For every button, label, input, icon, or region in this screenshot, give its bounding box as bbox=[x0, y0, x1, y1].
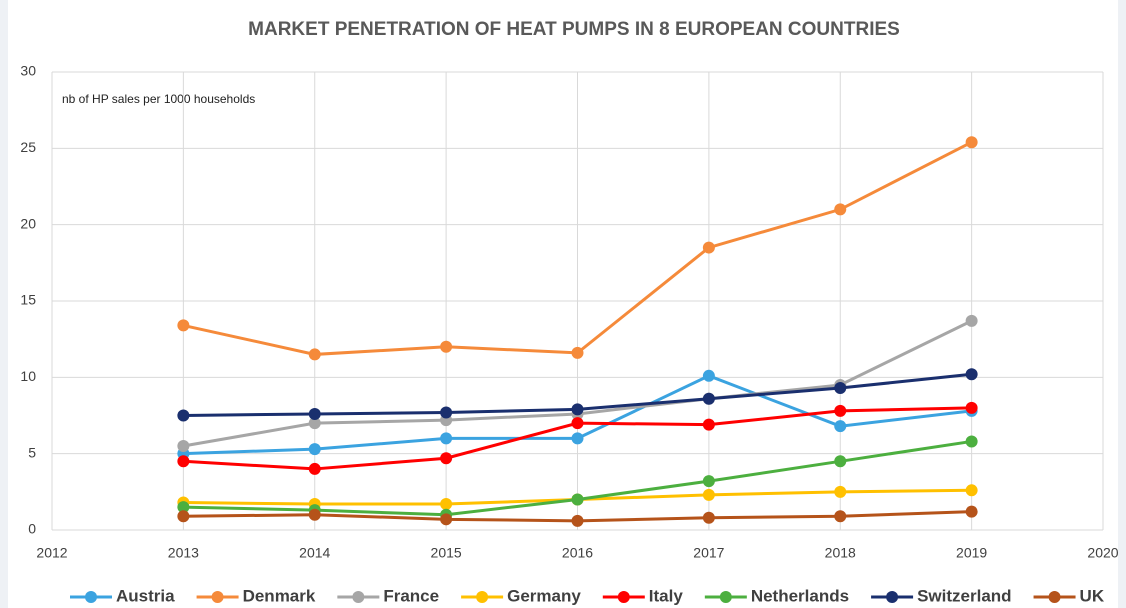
data-point bbox=[177, 501, 190, 514]
data-point bbox=[571, 346, 584, 359]
data-point bbox=[965, 401, 978, 414]
data-point bbox=[702, 488, 715, 501]
legend-marker bbox=[1048, 591, 1061, 603]
data-point bbox=[702, 418, 715, 431]
data-point bbox=[965, 505, 978, 518]
legend-marker bbox=[476, 591, 489, 603]
y-tick-label: 10 bbox=[20, 368, 36, 384]
data-point bbox=[308, 508, 321, 521]
data-point bbox=[440, 498, 453, 511]
data-point bbox=[571, 417, 584, 430]
legend-label: Austria bbox=[116, 586, 175, 605]
annotation: nb of HP sales per 1000 households bbox=[62, 92, 255, 106]
y-tick-label: 0 bbox=[28, 521, 36, 537]
x-tick-label: 2016 bbox=[562, 545, 593, 561]
data-point bbox=[177, 409, 190, 422]
legend-marker bbox=[886, 591, 899, 603]
data-point bbox=[177, 319, 190, 332]
data-point bbox=[440, 513, 453, 526]
legend-label: Netherlands bbox=[751, 586, 849, 605]
data-point bbox=[702, 241, 715, 254]
data-point bbox=[440, 432, 453, 445]
data-point bbox=[834, 203, 847, 216]
data-point bbox=[571, 493, 584, 506]
y-tick-label: 15 bbox=[20, 292, 36, 308]
data-point bbox=[834, 420, 847, 433]
data-point bbox=[571, 432, 584, 445]
y-tick-label: 5 bbox=[28, 444, 36, 460]
data-point bbox=[702, 369, 715, 382]
data-point bbox=[834, 382, 847, 395]
data-point bbox=[834, 404, 847, 417]
data-point bbox=[965, 368, 978, 381]
x-tick-label: 2012 bbox=[36, 545, 67, 561]
x-tick-label: 2015 bbox=[431, 545, 462, 561]
x-tick-label: 2019 bbox=[956, 545, 987, 561]
legend-marker bbox=[719, 591, 732, 603]
y-tick-label: 25 bbox=[20, 139, 36, 155]
data-point bbox=[965, 435, 978, 448]
data-point bbox=[571, 514, 584, 527]
data-point bbox=[440, 406, 453, 419]
legend-marker bbox=[211, 591, 224, 603]
data-point bbox=[965, 314, 978, 327]
data-point bbox=[308, 407, 321, 420]
x-tick-label: 2017 bbox=[693, 545, 724, 561]
x-tick-label: 2018 bbox=[825, 545, 856, 561]
chart-title: MARKET PENETRATION OF HEAT PUMPS IN 8 EU… bbox=[248, 19, 900, 40]
data-point bbox=[177, 440, 190, 453]
data-point bbox=[965, 136, 978, 149]
legend-marker bbox=[617, 591, 630, 603]
data-point bbox=[965, 484, 978, 497]
data-point bbox=[177, 455, 190, 468]
y-tick-label: 30 bbox=[20, 63, 36, 79]
data-point bbox=[308, 462, 321, 475]
data-point bbox=[308, 417, 321, 430]
data-point bbox=[834, 510, 847, 523]
x-tick-label: 2014 bbox=[299, 545, 330, 561]
legend-label: Denmark bbox=[243, 586, 316, 605]
data-point bbox=[702, 475, 715, 488]
data-point bbox=[834, 485, 847, 498]
legend-label: France bbox=[383, 586, 439, 605]
data-point bbox=[177, 510, 190, 523]
data-point bbox=[702, 392, 715, 405]
legend-label: Italy bbox=[649, 586, 684, 605]
data-point bbox=[308, 348, 321, 361]
y-tick-label: 20 bbox=[20, 215, 36, 231]
data-point bbox=[308, 443, 321, 456]
data-point bbox=[702, 511, 715, 524]
legend-label: UK bbox=[1080, 586, 1105, 605]
data-point bbox=[440, 452, 453, 465]
legend-label: Germany bbox=[507, 586, 581, 605]
x-tick-label: 2020 bbox=[1087, 545, 1118, 561]
legend-marker bbox=[85, 591, 97, 603]
legend-label: Switzerland bbox=[917, 586, 1011, 605]
legend-marker bbox=[352, 591, 365, 603]
x-tick-label: 2013 bbox=[168, 545, 199, 561]
data-point bbox=[834, 455, 847, 468]
data-point bbox=[571, 403, 584, 416]
data-point bbox=[440, 340, 453, 353]
